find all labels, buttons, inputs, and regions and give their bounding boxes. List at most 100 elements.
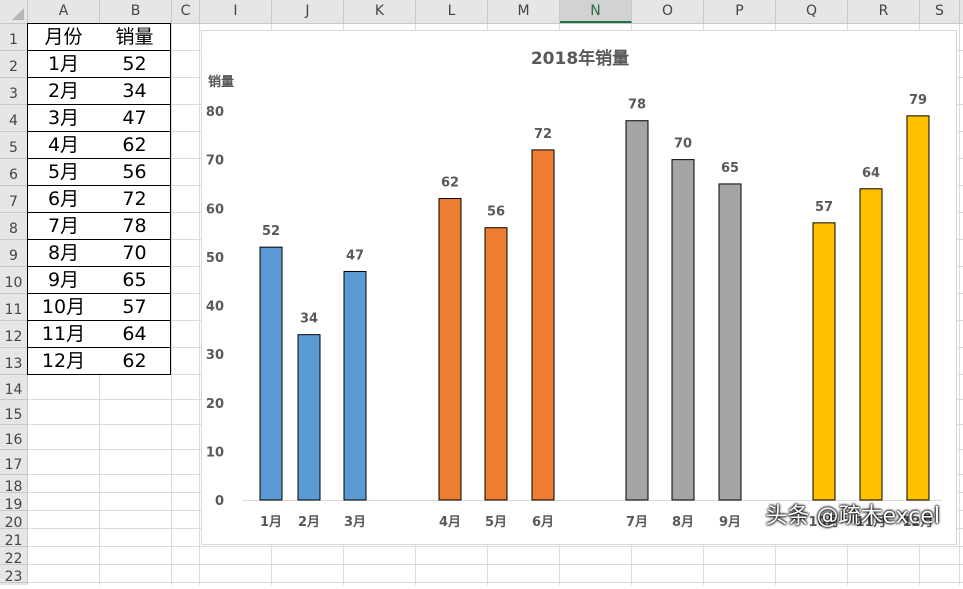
table-cell[interactable]: 65 [99, 267, 171, 294]
select-all-triangle-icon [12, 8, 24, 20]
row-header-10[interactable]: 10 [0, 267, 27, 294]
x-tick-label: 11月 [855, 515, 886, 530]
column-header-j[interactable]: J [272, 0, 344, 23]
table-cell[interactable]: 4月 [27, 132, 100, 159]
data-label: 64 [862, 166, 880, 181]
column-header-p[interactable]: P [704, 0, 776, 23]
table-header-cell[interactable]: 月份 [27, 23, 100, 51]
select-all-corner[interactable] [0, 0, 28, 24]
table-cell[interactable]: 10月 [27, 294, 100, 321]
data-label: 72 [534, 127, 552, 142]
row-header-16[interactable]: 16 [0, 425, 27, 450]
chart-title: 2018年销量 [531, 48, 629, 69]
table-cell[interactable]: 6月 [27, 186, 100, 213]
bar [343, 270, 367, 501]
table-cell[interactable]: 57 [99, 294, 171, 321]
row-header-23[interactable]: 23 [0, 565, 27, 585]
row-header-21[interactable]: 21 [0, 529, 27, 549]
bar [718, 183, 742, 501]
x-tick-label: 2月 [298, 515, 320, 530]
table-cell[interactable]: 52 [99, 51, 171, 78]
row-header-22[interactable]: 22 [0, 547, 27, 567]
row-header-19[interactable]: 19 [0, 493, 27, 513]
watermark: 头条 @疏木excel [765, 504, 940, 529]
row-header-5[interactable]: 5 [0, 132, 27, 159]
data-label: 78 [628, 98, 646, 113]
row-header-18[interactable]: 18 [0, 475, 27, 495]
column-header-c[interactable]: C [172, 0, 200, 23]
table-cell[interactable]: 5月 [27, 159, 100, 186]
column-header-q[interactable]: Q [776, 0, 848, 23]
row-header-2[interactable]: 2 [0, 51, 27, 78]
row-header-6[interactable]: 6 [0, 159, 27, 186]
grid-vline [199, 24, 200, 585]
row-header-17[interactable]: 17 [0, 450, 27, 475]
table-cell[interactable]: 62 [99, 348, 171, 375]
row-header-15[interactable]: 15 [0, 400, 27, 425]
grid-hline [28, 582, 963, 583]
sales-chart[interactable]: 2018年销量 销量 0 10 20 30 40 50 60 70 80 52 1月 34 2月 47 3月… [201, 30, 957, 545]
data-label: 62 [441, 176, 459, 191]
table-cell[interactable]: 9月 [27, 267, 100, 294]
x-tick-label: 4月 [439, 515, 461, 530]
table-cell[interactable]: 47 [99, 105, 171, 132]
column-header-l[interactable]: L [416, 0, 488, 23]
y-tick-label: 50 [206, 251, 224, 266]
column-header-r[interactable]: R [848, 0, 920, 23]
bar [438, 198, 462, 501]
row-header-4[interactable]: 4 [0, 105, 27, 132]
row-header-1[interactable]: 1 [0, 24, 27, 51]
bar [671, 159, 695, 501]
bar [906, 115, 930, 501]
row-header-13[interactable]: 13 [0, 348, 27, 375]
row-header-8[interactable]: 8 [0, 213, 27, 240]
row-header-9[interactable]: 9 [0, 240, 27, 267]
table-cell[interactable]: 3月 [27, 105, 100, 132]
chart-svg: 2018年销量 销量 0 10 20 30 40 50 60 70 80 52 1月 34 2月 47 3月… [206, 48, 942, 530]
table-header-cell[interactable]: 销量 [99, 23, 171, 51]
data-label: 47 [346, 248, 364, 263]
table-cell[interactable]: 56 [99, 159, 171, 186]
row-header-11[interactable]: 11 [0, 294, 27, 321]
table-cell[interactable]: 7月 [27, 213, 100, 240]
table-cell[interactable]: 72 [99, 186, 171, 213]
row-header-7[interactable]: 7 [0, 186, 27, 213]
column-header-b[interactable]: B [100, 0, 172, 23]
column-header-i[interactable]: I [200, 0, 272, 23]
row-header-12[interactable]: 12 [0, 321, 27, 348]
column-header-m[interactable]: M [488, 0, 560, 23]
x-tick-label: 9月 [719, 515, 741, 530]
column-header-o[interactable]: O [632, 0, 704, 23]
table-cell[interactable]: 8月 [27, 240, 100, 267]
data-label: 34 [300, 312, 318, 327]
y-tick-label: 80 [206, 105, 224, 120]
x-tick-label: 5月 [485, 515, 507, 530]
bar [625, 120, 649, 501]
y-tick-label: 40 [206, 300, 224, 315]
row-headers: 1 2 3 4 5 6 7 8 9 10 11 12 13 14 15 16 17 18 19 20 21 22 23 [0, 24, 28, 585]
row-header-14[interactable]: 14 [0, 375, 27, 400]
column-header-a[interactable]: A [28, 0, 100, 23]
table-cell[interactable]: 78 [99, 213, 171, 240]
y-tick-label: 0 [215, 494, 224, 509]
bar [859, 188, 883, 501]
table-cell[interactable]: 70 [99, 240, 171, 267]
bar [297, 334, 321, 501]
data-label: 52 [262, 224, 280, 239]
column-header-k[interactable]: K [344, 0, 416, 23]
bar [259, 246, 283, 501]
table-cell[interactable]: 11月 [27, 321, 100, 348]
row-header-3[interactable]: 3 [0, 78, 27, 105]
table-cell[interactable]: 64 [99, 321, 171, 348]
data-label: 57 [815, 200, 833, 215]
table-cell[interactable]: 1月 [27, 51, 100, 78]
y-tick-label: 30 [206, 348, 224, 363]
table-cell[interactable]: 2月 [27, 78, 100, 105]
table-cell[interactable]: 62 [99, 132, 171, 159]
row-header-20[interactable]: 20 [0, 511, 27, 531]
x-tick-label: 12月 [902, 515, 933, 530]
table-cell[interactable]: 12月 [27, 348, 100, 375]
column-header-s[interactable]: S [920, 0, 960, 23]
column-header-n[interactable]: N [560, 0, 632, 23]
table-cell[interactable]: 34 [99, 78, 171, 105]
